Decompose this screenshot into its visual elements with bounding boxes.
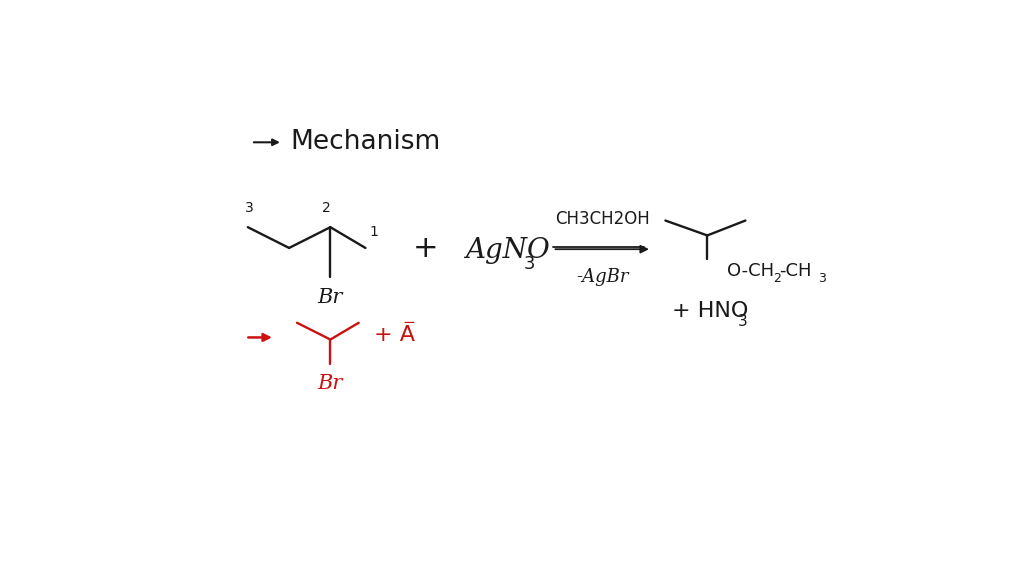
Text: 2: 2 — [773, 272, 781, 285]
Text: O-CH: O-CH — [727, 262, 774, 280]
Text: Br: Br — [317, 288, 343, 307]
Text: 3: 3 — [818, 272, 826, 285]
Text: +: + — [413, 234, 438, 263]
Text: AgNO: AgNO — [465, 237, 550, 264]
Text: 3: 3 — [524, 255, 536, 273]
Text: + HNO: + HNO — [672, 301, 748, 321]
Text: −: − — [402, 315, 416, 330]
Text: + A: + A — [374, 325, 415, 345]
Text: Br: Br — [317, 373, 343, 392]
Text: -CH: -CH — [779, 262, 812, 280]
Text: Mechanism: Mechanism — [291, 129, 441, 156]
Text: CH3CH2OH: CH3CH2OH — [555, 210, 649, 228]
Text: 1: 1 — [369, 225, 378, 239]
Text: -AgBr: -AgBr — [575, 268, 629, 286]
Text: 3: 3 — [245, 201, 254, 215]
Text: 2: 2 — [322, 201, 331, 215]
Text: 3: 3 — [737, 314, 748, 329]
